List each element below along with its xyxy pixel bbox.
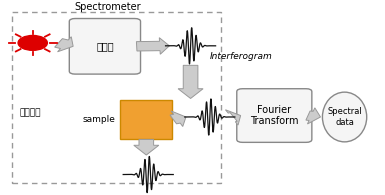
FancyBboxPatch shape bbox=[237, 89, 312, 142]
Text: 기준광원: 기준광원 bbox=[19, 109, 41, 118]
Polygon shape bbox=[170, 111, 186, 127]
Text: 간섭계: 간섭계 bbox=[96, 41, 114, 51]
Text: Interferogram: Interferogram bbox=[210, 52, 273, 61]
Text: Fourier
Transform: Fourier Transform bbox=[250, 105, 298, 126]
FancyBboxPatch shape bbox=[120, 100, 172, 139]
Polygon shape bbox=[55, 37, 73, 52]
FancyBboxPatch shape bbox=[69, 19, 141, 74]
Polygon shape bbox=[226, 110, 241, 125]
Polygon shape bbox=[134, 139, 159, 155]
Polygon shape bbox=[306, 108, 320, 124]
Polygon shape bbox=[178, 65, 203, 98]
Text: Spectral
data: Spectral data bbox=[327, 107, 362, 127]
Text: Spectrometer: Spectrometer bbox=[74, 2, 141, 12]
Text: sample: sample bbox=[83, 115, 116, 124]
Ellipse shape bbox=[323, 92, 367, 142]
Circle shape bbox=[18, 35, 47, 50]
Polygon shape bbox=[136, 38, 169, 54]
